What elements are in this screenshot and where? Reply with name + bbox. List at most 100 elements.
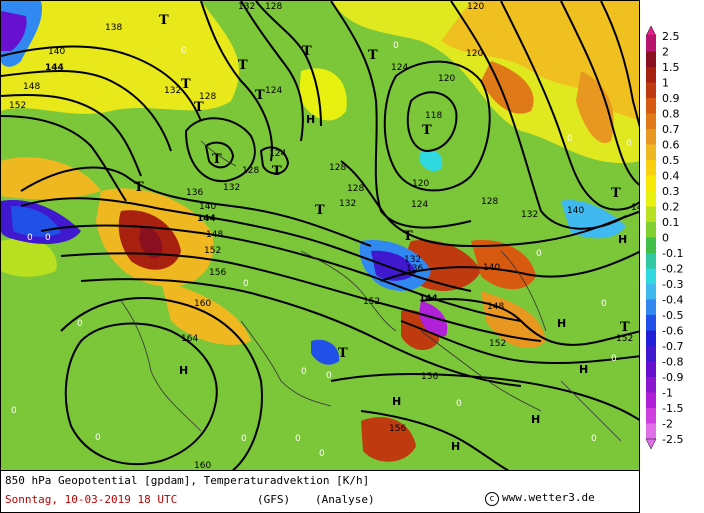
zero-label: 0 bbox=[241, 434, 247, 444]
isoline-label: 148 bbox=[487, 302, 504, 312]
legend-label: -1 bbox=[662, 387, 673, 400]
isoline-label: 132 bbox=[339, 199, 356, 209]
isoline-label: 132 bbox=[404, 255, 421, 265]
legend-label: -0.9 bbox=[662, 371, 683, 384]
isoline-label: 124 bbox=[391, 63, 408, 73]
legend-label: 0 bbox=[662, 232, 669, 245]
isoline-label: 144 bbox=[45, 63, 64, 73]
isoline-label: 120 bbox=[412, 179, 429, 189]
zero-label: 0 bbox=[601, 299, 607, 309]
isoline-label: 152 bbox=[489, 339, 506, 349]
isoline-label: 138 bbox=[105, 23, 122, 33]
zero-label: 0 bbox=[11, 406, 17, 416]
high-center: H bbox=[579, 363, 588, 376]
isoline-label: 124 bbox=[269, 149, 286, 159]
legend-swatch bbox=[646, 408, 656, 424]
legend-label: -0.8 bbox=[662, 356, 683, 369]
legend-label: -0.6 bbox=[662, 325, 683, 338]
legend-label: 0.7 bbox=[662, 123, 680, 136]
high-center: H bbox=[306, 113, 315, 126]
credit-url[interactable]: www.wetter3.de bbox=[502, 491, 595, 504]
legend-swatch bbox=[646, 284, 656, 300]
legend-labels: 2.5 2 1.5 1 0.9 0.8 0.7 0.6 0.5 0.4 0.3 0.2 0.1 0 -0.1… bbox=[662, 30, 683, 446]
high-center: H bbox=[557, 317, 566, 330]
isoline-label: 124 bbox=[265, 86, 282, 96]
legend-label: -0.5 bbox=[662, 309, 683, 322]
zero-label: 0 bbox=[567, 134, 573, 144]
zero-label: 0 bbox=[456, 399, 462, 409]
low-center: T bbox=[620, 320, 630, 335]
legend-swatch bbox=[646, 299, 656, 315]
zero-label: 0 bbox=[45, 233, 51, 243]
isoline-label: 132 bbox=[223, 183, 240, 193]
legend-label: -0.4 bbox=[662, 294, 683, 307]
isoline-label: 128 bbox=[265, 2, 282, 12]
legend-color-bar bbox=[645, 25, 657, 450]
legend-swatch bbox=[646, 67, 656, 83]
legend-label: 2 bbox=[662, 46, 669, 59]
isoline-label: 140 bbox=[48, 47, 65, 57]
isoline-label: 118 bbox=[425, 111, 442, 121]
legend-swatch bbox=[646, 175, 656, 191]
legend-swatch bbox=[646, 191, 656, 207]
legend-swatch bbox=[646, 36, 656, 52]
isoline-label: 152 bbox=[616, 334, 633, 344]
high-center: H bbox=[392, 395, 401, 408]
zero-label: 0 bbox=[77, 319, 83, 329]
legend-label: 0.8 bbox=[662, 108, 680, 121]
map-footer: 850 hPa Geopotential [gpdam], Temperatur… bbox=[0, 471, 640, 513]
isoline-label: 128 bbox=[481, 197, 498, 207]
run-type: (Analyse) bbox=[315, 493, 375, 506]
isoline-label: 136 bbox=[406, 264, 423, 274]
isoline-label: 156 bbox=[389, 424, 406, 434]
legend-label: 1.5 bbox=[662, 61, 680, 74]
zero-label: 0 bbox=[626, 139, 632, 149]
legend-label: 2.5 bbox=[662, 30, 680, 43]
isoline-label: 132 bbox=[164, 86, 181, 96]
low-center: T bbox=[403, 229, 413, 244]
low-center: T bbox=[272, 164, 282, 179]
legend-label: -2.5 bbox=[662, 433, 683, 446]
isoline-label: 124 bbox=[411, 200, 428, 210]
isoline-label: 152 bbox=[204, 246, 221, 256]
isoline-label: 120 bbox=[467, 2, 484, 12]
zero-label: 0 bbox=[393, 41, 399, 51]
legend-swatch bbox=[646, 51, 656, 67]
high-center: H bbox=[531, 413, 540, 426]
high-center: H bbox=[179, 364, 188, 377]
low-center: T bbox=[315, 203, 325, 218]
zero-label: 0 bbox=[611, 354, 617, 364]
legend-label: 0.6 bbox=[662, 139, 680, 152]
low-center: T bbox=[255, 88, 265, 103]
zero-label: 0 bbox=[319, 449, 325, 459]
credit: c www.wetter3.de bbox=[485, 491, 595, 506]
legend-label: 0.2 bbox=[662, 201, 680, 214]
low-center: T bbox=[238, 58, 248, 73]
legend-swatch bbox=[646, 129, 656, 145]
isoline-label: 160 bbox=[194, 461, 211, 471]
isoline-label: 120 bbox=[466, 49, 483, 59]
low-center: T bbox=[212, 152, 222, 167]
low-center: T bbox=[159, 13, 169, 28]
isoline-label: 148 bbox=[206, 230, 223, 240]
legend-label: 0.1 bbox=[662, 216, 680, 229]
isoline-label: 140 bbox=[199, 202, 216, 212]
legend-swatch bbox=[646, 423, 656, 439]
isoline-label: 132 bbox=[238, 2, 255, 12]
isoline-label: 152 bbox=[363, 297, 380, 307]
legend-swatch bbox=[646, 392, 656, 408]
isoline-label: 144 bbox=[419, 294, 438, 304]
isoline-label: 156 bbox=[421, 372, 438, 382]
zero-label: 0 bbox=[295, 434, 301, 444]
legend-swatch bbox=[646, 361, 656, 377]
legend-label: 0.4 bbox=[662, 170, 680, 183]
zero-label: 0 bbox=[95, 433, 101, 443]
legend-swatch bbox=[646, 268, 656, 284]
isoline-label: 128 bbox=[329, 163, 346, 173]
legend-swatch bbox=[646, 113, 656, 129]
low-center: T bbox=[338, 346, 348, 361]
isoline-label: 128 bbox=[242, 166, 259, 176]
zero-label: 0 bbox=[27, 233, 33, 243]
isoline-label: 136 bbox=[186, 188, 203, 198]
legend-label: -0.2 bbox=[662, 263, 683, 276]
